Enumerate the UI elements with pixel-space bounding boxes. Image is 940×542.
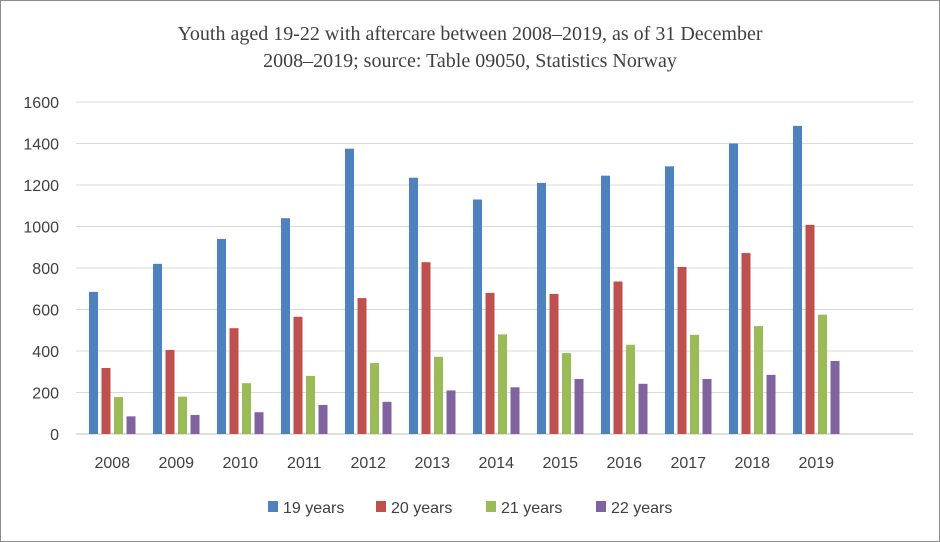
bar-2011-19-years (281, 218, 290, 434)
bar-2019-21-years (818, 314, 827, 434)
legend-label: 21 years (501, 500, 562, 517)
bar-2016-20-years (613, 281, 623, 434)
x-tick-label: 2013 (414, 455, 450, 472)
bar-2009-20-years (165, 349, 175, 434)
bar-2017-20-years (677, 266, 687, 434)
y-tick-label: 1000 (23, 220, 59, 237)
legend-swatch (596, 501, 606, 512)
y-axis-ticks: 0 200 400 600 800 1000 1200 1400 1600 (23, 95, 59, 444)
x-tick-label: 2009 (158, 455, 194, 472)
bar-2012-21-years (370, 363, 379, 434)
x-tick-label: 2017 (670, 455, 706, 472)
legend-label: 20 years (391, 500, 452, 517)
x-tick-label: 2018 (734, 455, 770, 472)
x-tick-label: 2019 (798, 455, 834, 472)
bar-2018-20-years (741, 253, 751, 434)
bar-2017-21-years (690, 334, 699, 434)
bar-2012-22-years (382, 401, 392, 434)
x-tick-label: 2014 (478, 455, 514, 472)
y-tick-label: 800 (32, 261, 59, 278)
legend-swatch (486, 501, 496, 512)
bar-2009-22-years (190, 414, 200, 434)
legend-swatch (376, 501, 386, 512)
legend-label: 22 years (611, 500, 672, 517)
bar-2011-21-years (306, 375, 315, 434)
bar-2014-22-years (510, 387, 520, 434)
bar-2015-20-years (549, 293, 559, 434)
x-tick-label: 2012 (350, 455, 386, 472)
bar-2013-22-years (446, 390, 456, 434)
legend: 19 years 20 years 21 years 22 years (268, 500, 672, 517)
y-tick-label: 1600 (23, 95, 59, 112)
chart-title: Youth aged 19-22 with aftercare between … (1, 21, 939, 75)
bar-2018-21-years (754, 326, 763, 434)
bar-2017-22-years (702, 379, 712, 434)
bar-2013-20-years (421, 262, 431, 434)
bar-2015-21-years (562, 353, 571, 434)
y-tick-label: 0 (50, 427, 59, 444)
bar-2015-19-years (537, 182, 546, 434)
bar-2018-22-years (766, 374, 776, 434)
bar-2013-19-years (409, 177, 418, 435)
bar-2011-20-years (293, 316, 303, 434)
bar-2016-22-years (638, 383, 648, 434)
bar-2010-19-years (217, 238, 226, 434)
chart-title-line-1: Youth aged 19-22 with aftercare between … (177, 23, 763, 45)
bar-2014-21-years (498, 334, 507, 434)
x-tick-label: 2010 (222, 455, 258, 472)
bar-2014-19-years (473, 199, 482, 434)
bar-2009-19-years (153, 263, 162, 434)
bar-2016-19-years (601, 175, 610, 434)
bar-2013-21-years (434, 356, 443, 434)
bar-2012-20-years (357, 298, 367, 434)
bar-2015-22-years (574, 379, 584, 434)
bar-2012-19-years (345, 148, 354, 434)
bar-2016-21-years (626, 344, 635, 434)
bar-2008-20-years (101, 368, 111, 434)
bar-2019-19-years (793, 125, 802, 435)
bar-2008-22-years (126, 416, 136, 434)
bar-2008-21-years (114, 397, 123, 434)
bar-2017-19-years (665, 166, 674, 434)
x-tick-label: 2015 (542, 455, 578, 472)
y-tick-label: 1400 (23, 137, 59, 154)
bar-2018-19-years (729, 143, 738, 434)
y-tick-label: 400 (32, 344, 59, 361)
bar-2010-22-years (254, 412, 264, 434)
x-tick-label: 2008 (94, 455, 130, 472)
y-tick-label: 200 (32, 386, 59, 403)
x-tick-label: 2016 (606, 455, 642, 472)
bar-2011-22-years (318, 404, 328, 434)
x-axis-ticks: 2008 2009 2010 2011 2012 2013 2014 2015 2016 2017… (94, 455, 834, 472)
legend-swatch (268, 501, 278, 512)
bar-2008-19-years (89, 291, 98, 434)
chart-title-line-2: 2008–2019; source: Table 09050, Statisti… (263, 50, 677, 72)
bars (89, 125, 840, 435)
x-tick-label: 2011 (287, 455, 322, 472)
bar-2009-21-years (178, 396, 187, 434)
y-tick-label: 1200 (23, 178, 59, 195)
bar-2014-20-years (485, 292, 495, 434)
legend-label: 19 years (283, 500, 344, 517)
bar-2010-21-years (242, 383, 251, 434)
bar-2019-22-years (830, 360, 840, 434)
y-tick-label: 600 (32, 303, 59, 320)
bar-2010-20-years (229, 328, 239, 434)
bar-2019-20-years (805, 224, 815, 434)
